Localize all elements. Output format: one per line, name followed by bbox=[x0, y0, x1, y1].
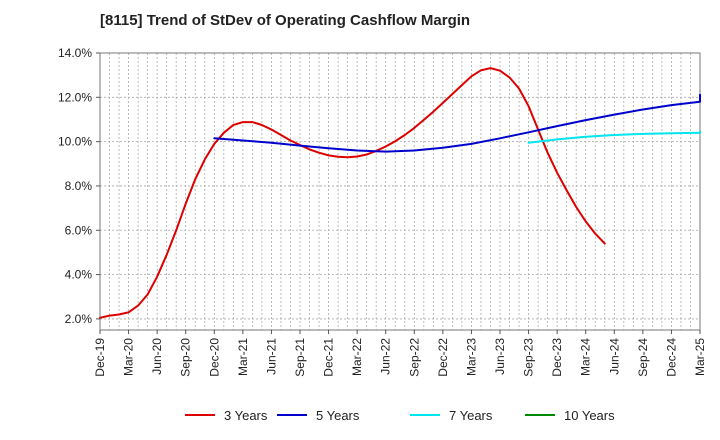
x-tick-label: Dec-19 bbox=[93, 338, 107, 377]
legend-label: 5 Years bbox=[316, 408, 360, 423]
y-tick-label: 12.0% bbox=[58, 90, 92, 104]
x-tick-label: Jun-20 bbox=[150, 338, 164, 375]
x-tick-label: Mar-21 bbox=[236, 338, 250, 376]
series bbox=[99, 67, 701, 319]
x-tick-label: Dec-20 bbox=[207, 338, 221, 377]
x-tick-label: Sep-20 bbox=[179, 338, 193, 377]
x-tick-label: Sep-23 bbox=[522, 338, 536, 377]
plot-area bbox=[99, 52, 701, 331]
x-tick-label: Dec-23 bbox=[550, 338, 564, 377]
y-tick-label: 10.0% bbox=[58, 135, 92, 149]
x-tick-label: Jun-21 bbox=[264, 338, 278, 375]
x-tick-label: Jun-24 bbox=[607, 338, 621, 375]
y-tick-label: 6.0% bbox=[65, 223, 93, 237]
x-tick-label: Dec-22 bbox=[436, 338, 450, 377]
legend-label: 7 Years bbox=[449, 408, 493, 423]
x-tick-label: Mar-23 bbox=[464, 338, 478, 376]
y-tick-label: 8.0% bbox=[65, 179, 93, 193]
legend-label: 10 Years bbox=[564, 408, 615, 423]
x-tick-label: Dec-21 bbox=[322, 338, 336, 377]
x-tick-label: Sep-21 bbox=[293, 338, 307, 377]
x-tick-label: Mar-20 bbox=[122, 338, 136, 376]
x-tick-label: Sep-24 bbox=[636, 338, 650, 377]
series-line-1 bbox=[99, 67, 606, 319]
x-tick-label: Mar-22 bbox=[350, 338, 364, 376]
x-tick-label: Sep-22 bbox=[407, 338, 421, 377]
legend: 3 Years 5 Years 7 Years 10 Years bbox=[185, 408, 615, 423]
series-line-3 bbox=[527, 130, 701, 144]
x-tick-label: Jun-23 bbox=[493, 338, 507, 375]
y-tick-label: 2.0% bbox=[65, 312, 93, 326]
x-tick-label: Jun-22 bbox=[379, 338, 393, 375]
y-tick-label: 14.0% bbox=[58, 46, 92, 60]
x-tick-label: Mar-25 bbox=[693, 338, 707, 376]
x-tick-label: Mar-24 bbox=[579, 338, 593, 376]
series-line-2 bbox=[213, 93, 701, 153]
chart-title: [8115] Trend of StDev of Operating Cashf… bbox=[100, 12, 471, 29]
x-axis: Dec-19 Mar-20 Jun-20 Sep-20 Dec-20 Mar-21 Jun-… bbox=[93, 330, 707, 377]
y-tick-label: 4.0% bbox=[65, 268, 93, 282]
y-axis: 2.0% 4.0% 6.0% 8.0% 10.0% 12.0% 14.0% bbox=[58, 46, 100, 326]
legend-label: 3 Years bbox=[224, 408, 268, 423]
x-tick-label: Dec-24 bbox=[664, 338, 678, 377]
